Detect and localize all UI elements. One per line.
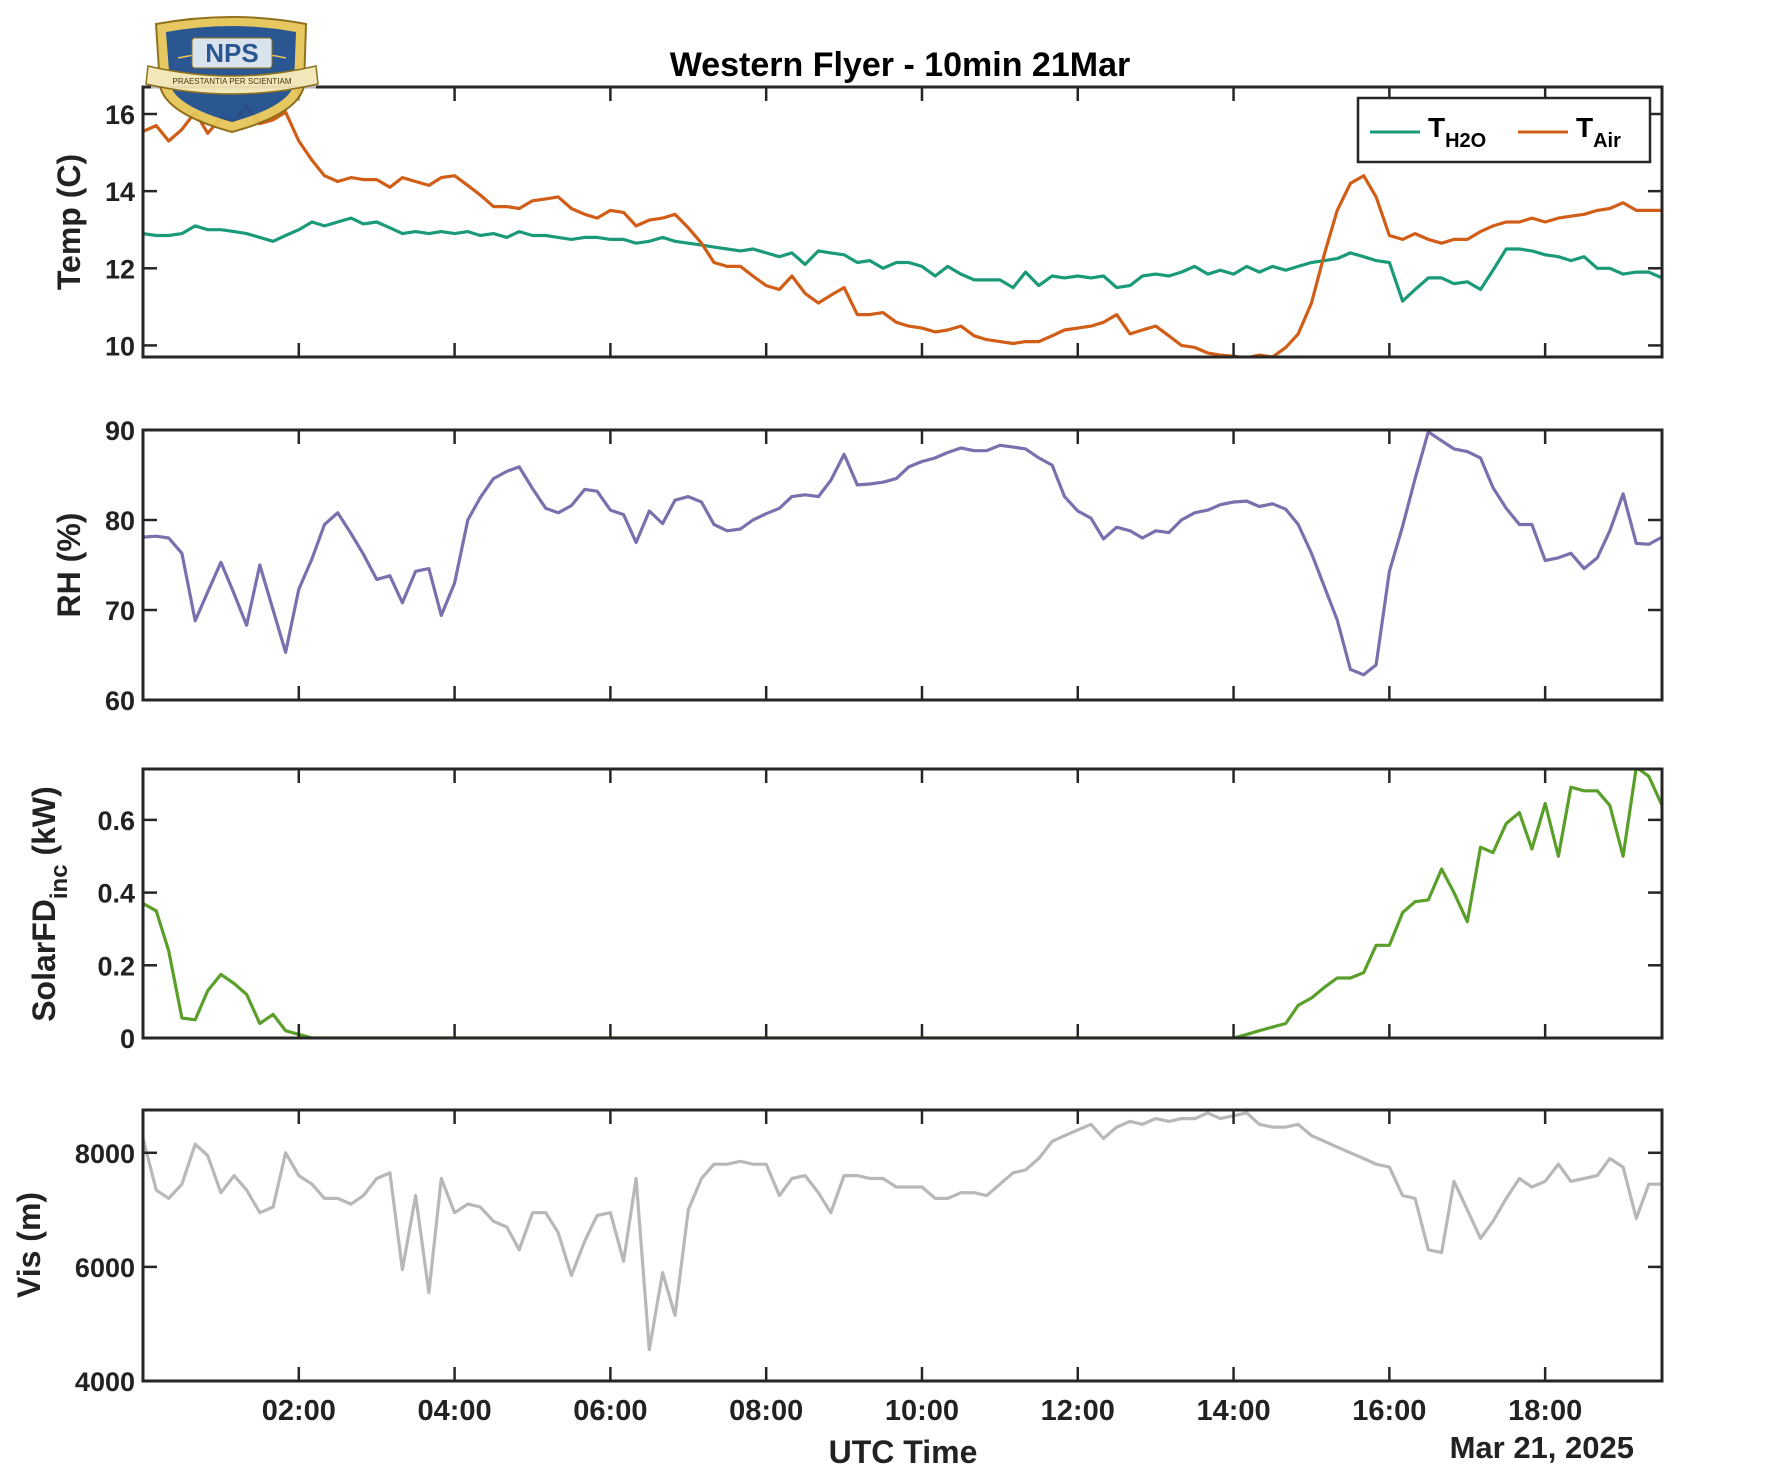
- temp-y-axis-label: Temp (C): [51, 154, 87, 290]
- temp-plot-area: [143, 104, 1662, 357]
- date-label: Mar 21, 2025: [1450, 1430, 1634, 1465]
- temp-ytick-label: 16: [105, 100, 135, 130]
- solar-ytick-label: 0.6: [97, 806, 135, 836]
- solar-ytick-label: 0: [120, 1024, 135, 1054]
- temp-axes-box: [141, 85, 1664, 359]
- panel-temp: 10 12 14 16 Temp (C) TH2O TAir: [51, 85, 1664, 361]
- x-tick-label: 14:00: [1196, 1395, 1270, 1427]
- solar-plot-area: [143, 769, 1662, 1038]
- x-tick-label: 02:00: [262, 1395, 336, 1427]
- legend-entry-tair: TAir: [1576, 112, 1621, 152]
- x-tick-label: 10:00: [885, 1395, 959, 1427]
- x-tick-label: 18:00: [1508, 1395, 1582, 1427]
- rh-ytick-label: 90: [105, 416, 135, 446]
- vis-ytick-label: 4000: [75, 1367, 135, 1397]
- rh-ytick-label: 70: [105, 596, 135, 626]
- x-tick-label: 08:00: [729, 1395, 803, 1427]
- vis-ytick-label: 6000: [75, 1253, 135, 1283]
- panel-solar: 0 0.2 0.4 0.6 SolarFDinc (kW): [26, 767, 1664, 1054]
- temp-ytick-label: 14: [105, 177, 135, 207]
- vis-y-axis-label: Vis (m): [11, 1192, 47, 1298]
- logo-nps-panel: [191, 37, 273, 69]
- legend-box: [1356, 96, 1652, 164]
- t-h2o-series-line: [143, 216, 1662, 303]
- temp-ticks: 10 12 14 16: [105, 87, 1662, 361]
- x-tick-label: 06:00: [573, 1395, 647, 1427]
- logo-motto-ribbon: [145, 65, 319, 95]
- vis-ticks: 4000 6000 8000: [75, 1110, 1662, 1397]
- temp-ytick-label: 12: [105, 254, 135, 284]
- x-tick-labels: 02:00 04:00 06:00 08:00 10:00 12:00 14:00 16:00…: [262, 1395, 1583, 1427]
- x-axis-label: UTC Time: [829, 1434, 978, 1470]
- logo-motto-text: PRAESTANTIA PER SCIENTIAM: [173, 77, 292, 86]
- vis-ytick-label: 8000: [75, 1139, 135, 1169]
- legend-entry-th2o: TH2O: [1428, 112, 1486, 152]
- x-tick-label: 16:00: [1352, 1395, 1426, 1427]
- rh-ytick-label: 60: [105, 686, 135, 716]
- rh-ytick-label: 80: [105, 506, 135, 536]
- solar-y-axis-label: SolarFDinc (kW): [26, 786, 73, 1022]
- vis-series-line: [143, 1111, 1662, 1352]
- solar-ytick-label: 0.4: [97, 879, 135, 909]
- nps-logo: NPS PRAESTANTIA PER SCIENTIAM: [145, 16, 319, 134]
- panel-vis: 4000 6000 8000 Vis (m): [11, 1108, 1664, 1397]
- vis-plot-area: [143, 1111, 1662, 1352]
- vis-axes-box: [141, 1108, 1664, 1383]
- t-air-series-line: [143, 104, 1662, 357]
- rh-ticks: 60 70 80 90: [105, 416, 1662, 716]
- solar-axes-box: [141, 767, 1664, 1040]
- solar-ytick-label: 0.2: [97, 951, 135, 981]
- rh-axes-box: [141, 428, 1664, 702]
- rh-series-line: [143, 430, 1662, 677]
- panel-rh: 60 70 80 90 RH (%): [51, 416, 1664, 716]
- logo-nps-text: NPS: [205, 38, 258, 68]
- figure-title: Western Flyer - 10min 21Mar: [670, 46, 1130, 84]
- temp-legend: TH2O TAir: [1356, 96, 1652, 164]
- x-tick-label: 04:00: [418, 1395, 492, 1427]
- temp-ytick-label: 10: [105, 331, 135, 361]
- solar-ticks: 0 0.2 0.4 0.6: [97, 769, 1662, 1054]
- solar-series-line: [143, 769, 1662, 1038]
- rh-plot-area: [143, 430, 1662, 677]
- x-tick-label: 12:00: [1041, 1395, 1115, 1427]
- rh-y-axis-label: RH (%): [51, 513, 87, 618]
